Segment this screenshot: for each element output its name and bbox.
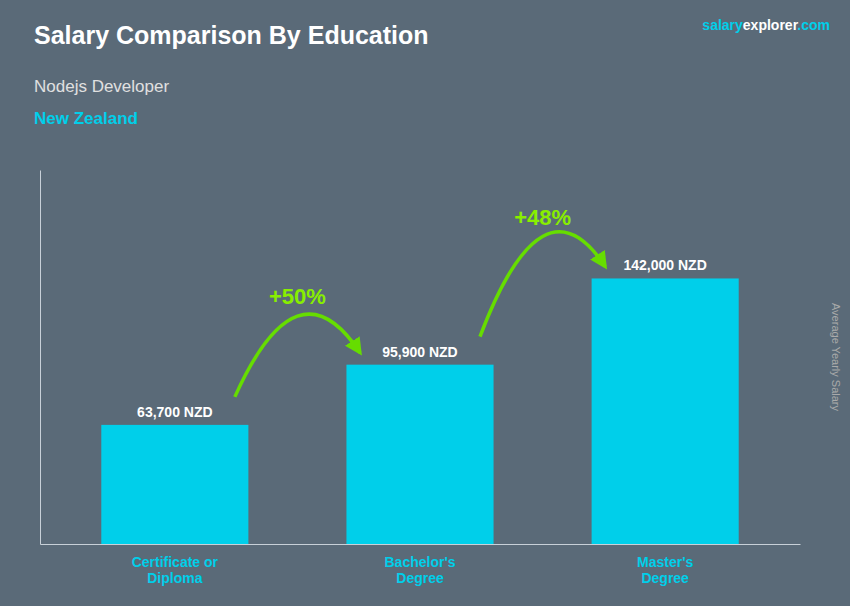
annotation-arrow [480,232,605,337]
bar [101,425,248,544]
bar [346,365,493,544]
source: salaryexplorer.com [702,17,830,33]
value-labels: 63,700 NZD 95,900 NZD 142,000 NZD [137,257,707,419]
value-label: 63,700 NZD [137,404,212,420]
background [0,0,850,606]
bar [592,278,739,544]
y-axis [40,171,41,545]
x-axis: Certificate orDiploma Bachelor'sDegree Mas… [41,545,801,586]
value-label: 142,000 NZD [624,257,707,273]
annotation-label: +50% [269,284,326,309]
x-tick: Bachelor'sDegree [384,554,455,586]
annotation-arrow [235,314,360,397]
country: New Zealand [34,109,138,128]
chart: Salary Comparison By Education Nodejs Dev… [0,0,850,606]
x-tick-label: Master'sDegree [637,554,693,586]
x-tick: Certificate orDiploma [132,554,219,586]
plot: Certificate orDiploma Bachelor'sDegree Mas… [41,171,801,586]
subtitle: Nodejs Developer [34,77,169,96]
value-label: 95,900 NZD [382,344,457,360]
y-axis-line [40,171,41,545]
annotations: +50% +48% [235,205,605,397]
source-part: explorer [743,17,799,33]
x-tick-label: Bachelor'sDegree [384,554,455,586]
x-axis-line [41,544,801,545]
x-tick: Master'sDegree [637,554,693,586]
y-axis-title: Average Yearly Salary [830,303,842,412]
title: Salary Comparison By Education [34,21,429,49]
annotation-label: +48% [514,205,571,230]
source-part: salary [702,17,743,33]
bars [101,278,738,544]
x-tick-label: Certificate orDiploma [132,554,219,586]
source-part: .com [797,17,830,33]
